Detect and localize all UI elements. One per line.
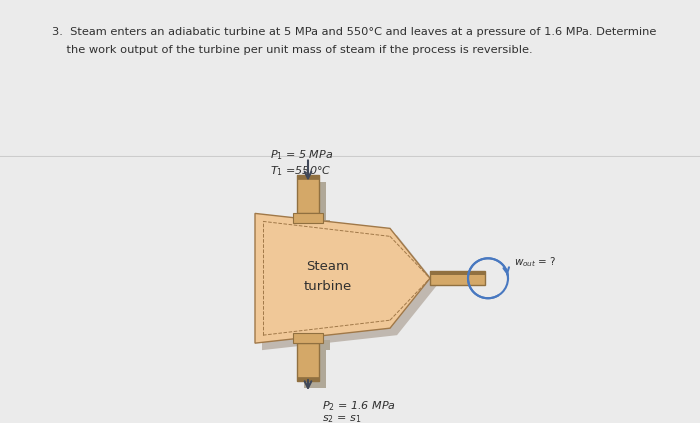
Bar	[304, 350, 326, 388]
Bar	[297, 176, 319, 179]
Polygon shape	[255, 213, 430, 343]
Text: turbine: turbine	[303, 280, 351, 293]
Bar	[293, 333, 323, 343]
Bar	[297, 176, 319, 213]
Text: the work output of the turbine per unit mass of steam if the process is reversib: the work output of the turbine per unit …	[52, 45, 533, 55]
Bar	[430, 271, 485, 275]
Text: $P_2$ = 1.6 MPa: $P_2$ = 1.6 MPa	[322, 399, 396, 413]
Bar	[300, 220, 330, 231]
Bar	[300, 340, 330, 350]
Text: $w_{out}$ = ?: $w_{out}$ = ?	[514, 255, 556, 269]
Polygon shape	[262, 220, 437, 350]
Bar	[293, 213, 323, 223]
Bar	[297, 377, 319, 381]
Text: $s_2$ = $s_1$: $s_2$ = $s_1$	[322, 413, 361, 423]
Bar	[297, 343, 319, 381]
Text: $T_1$ =550°C: $T_1$ =550°C	[270, 165, 331, 179]
Text: $P_1$ = 5 MPa: $P_1$ = 5 MPa	[270, 148, 333, 162]
Text: Steam: Steam	[306, 260, 349, 273]
Text: 3.  Steam enters an adiabatic turbine at 5 MPa and 550°C and leaves at a pressur: 3. Steam enters an adiabatic turbine at …	[52, 27, 657, 37]
Bar	[430, 271, 485, 285]
Bar	[304, 182, 326, 220]
